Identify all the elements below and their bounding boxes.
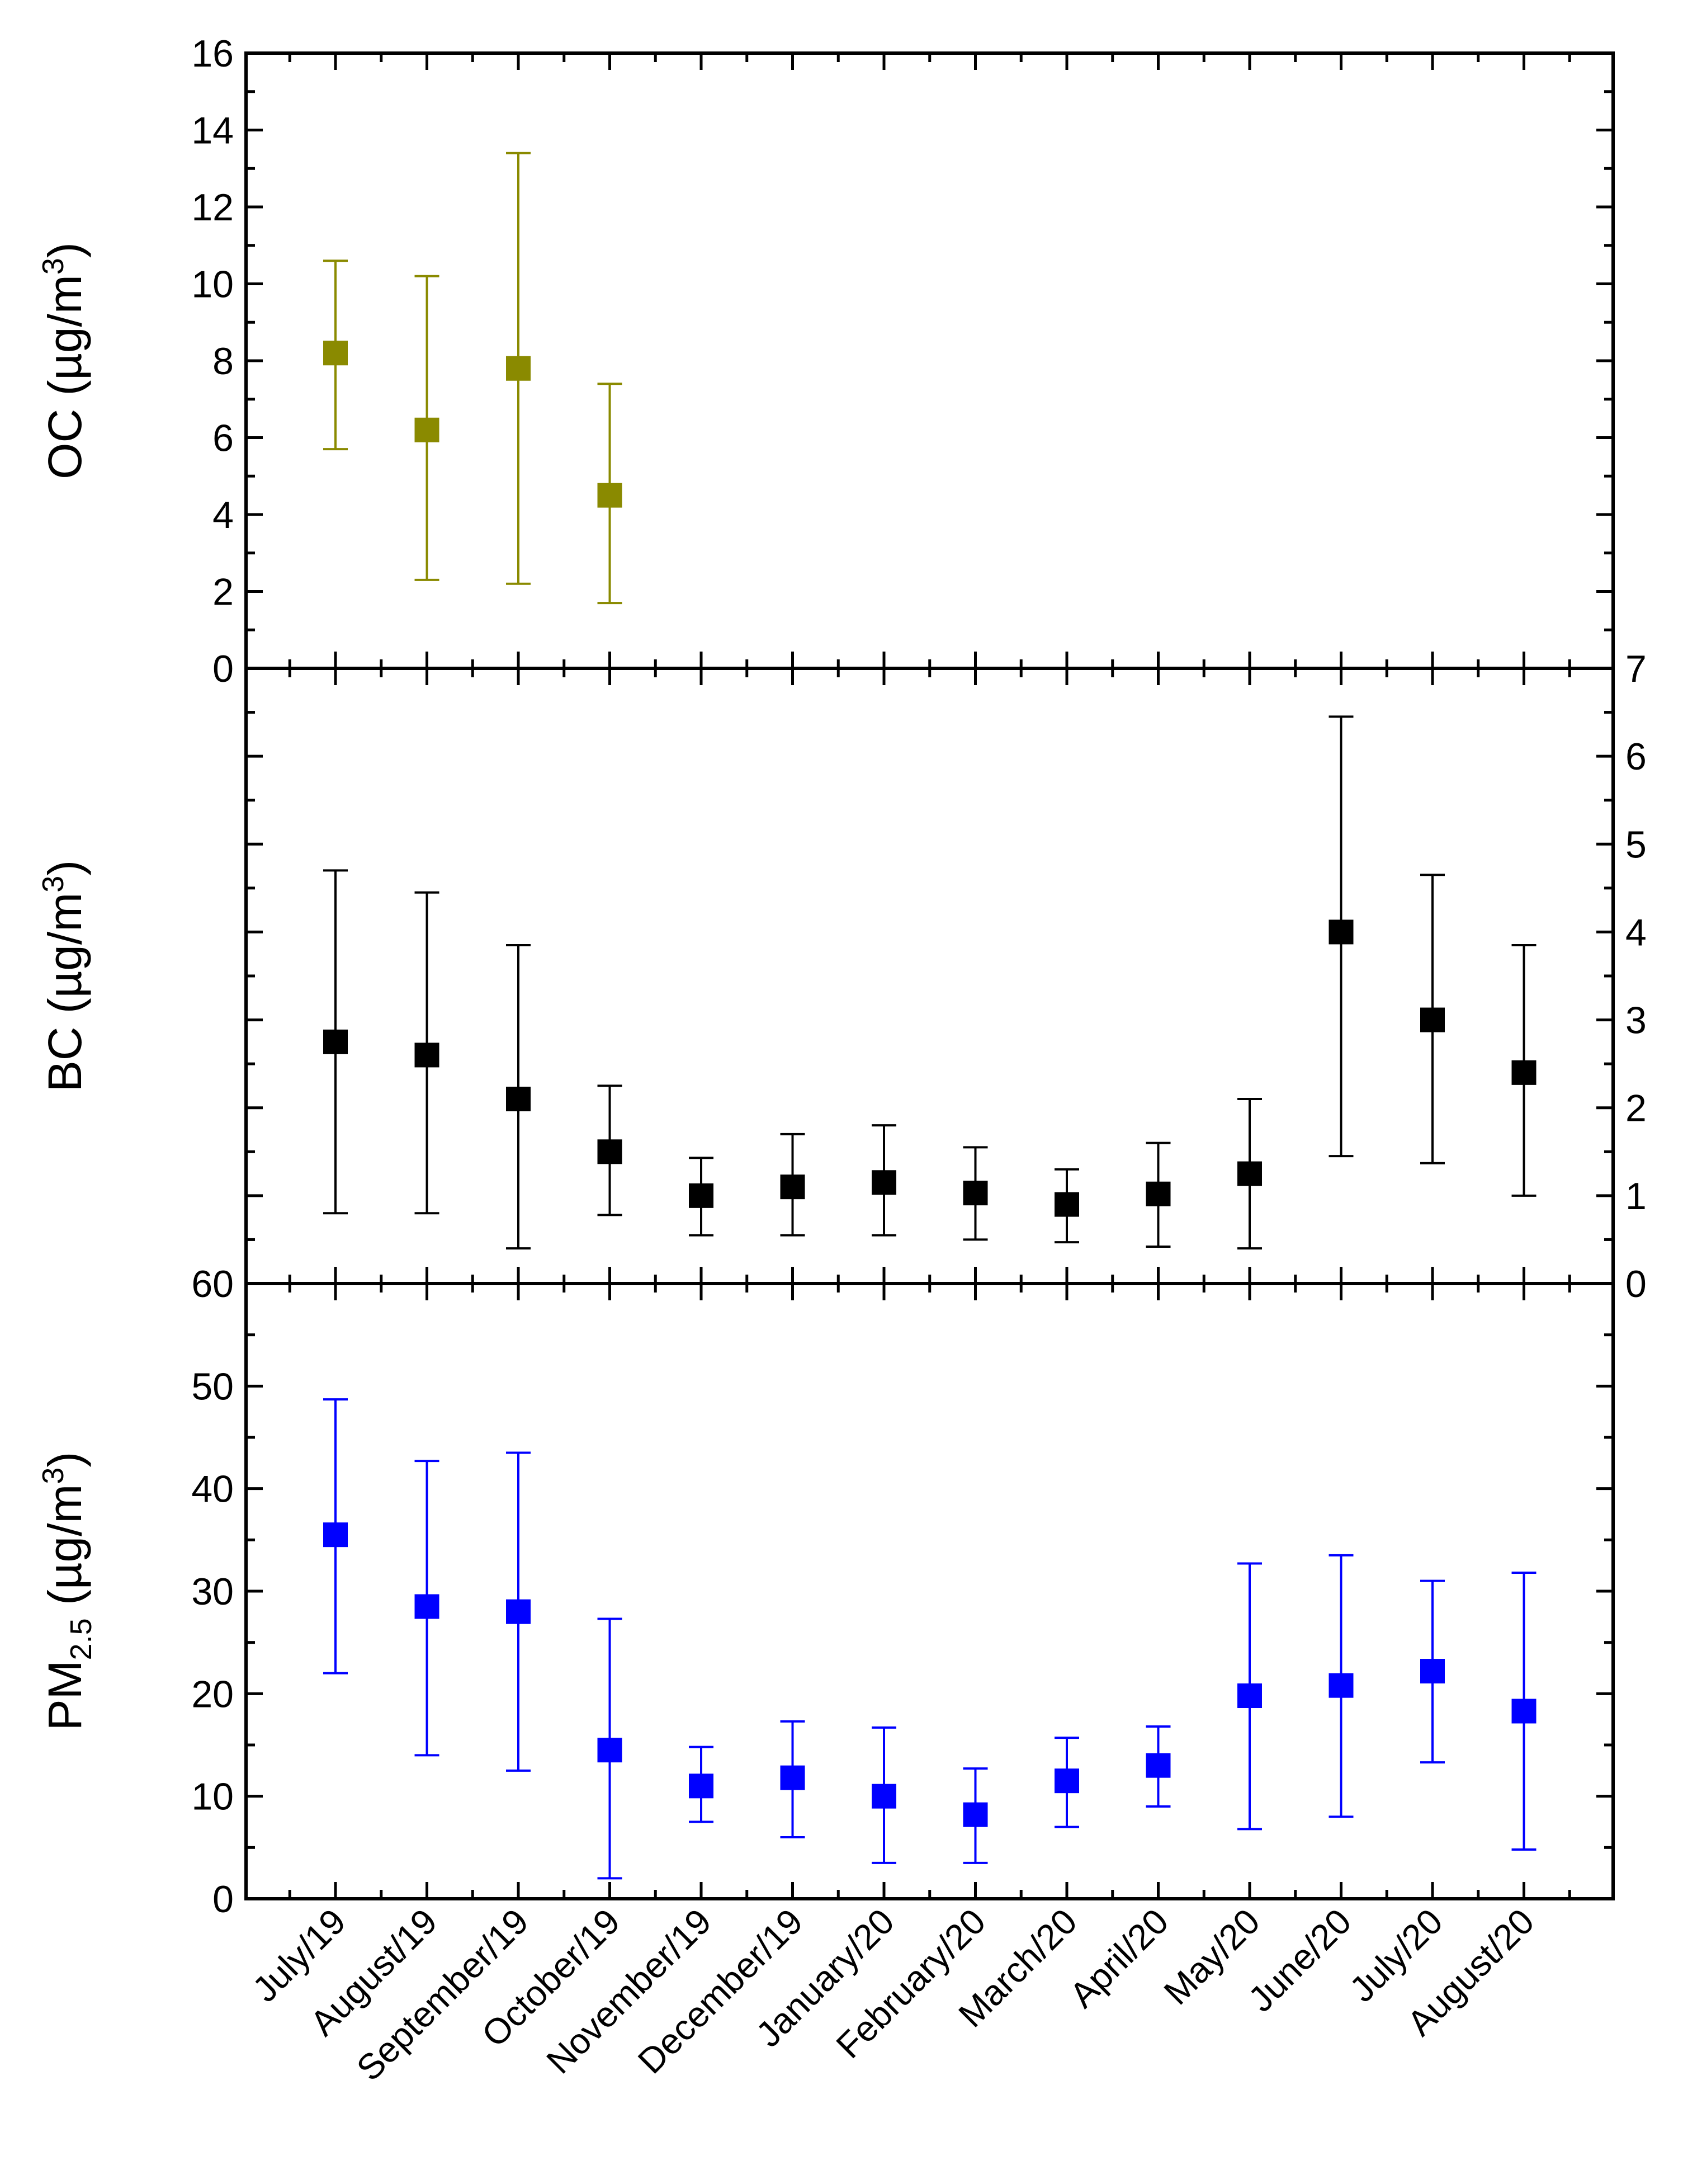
bc-data-point <box>1146 1181 1171 1206</box>
pm25-data-point <box>323 1522 348 1548</box>
bc-data-point <box>506 1087 531 1111</box>
bc-data-point <box>597 1139 622 1164</box>
oc-ytick-label: 10 <box>191 263 234 306</box>
bc-data-point <box>689 1183 713 1208</box>
bc-ylabel: BC (µg/m3) <box>36 860 91 1092</box>
pm25-data-point <box>1420 1659 1445 1683</box>
x-tick-labels: July/19August/19September/19October/19No… <box>245 1901 1542 2088</box>
bc-ytick-label: 5 <box>1625 823 1647 866</box>
oc-ytick-label: 4 <box>212 494 234 536</box>
bc-data-point <box>1055 1192 1079 1217</box>
x-tick-label: April/20 <box>1062 1901 1176 2015</box>
bc-ytick-label: 0 <box>1625 1263 1647 1305</box>
bc-data-point <box>780 1174 805 1200</box>
pm25-data-point <box>963 1802 988 1827</box>
pm25-ytick-label: 50 <box>191 1365 234 1408</box>
bc-frame <box>244 667 1615 1285</box>
pm25-ytick-label: 20 <box>191 1673 234 1715</box>
pm25-frame <box>244 1282 1615 1900</box>
oc-ytick-label: 6 <box>212 417 234 460</box>
pm25-ylabel: PM2.5 (µg/m3) <box>36 1452 98 1731</box>
bc-data-point <box>414 1043 439 1068</box>
oc-ylabel: OC (µg/m3) <box>36 242 91 479</box>
bc-ytick-label: 2 <box>1625 1087 1647 1130</box>
pm25-data-point <box>780 1765 805 1790</box>
bc-data-point <box>963 1181 988 1206</box>
bc-data-point <box>1511 1060 1537 1085</box>
oc-ytick-label: 0 <box>212 648 234 690</box>
oc-ytick-label: 14 <box>191 110 234 152</box>
pm25-data-point <box>414 1594 439 1619</box>
pm25-data-point <box>1329 1673 1354 1698</box>
oc-ytick-label: 8 <box>212 340 234 383</box>
bc-ytick-label: 4 <box>1625 911 1647 954</box>
bc-data-point <box>1420 1007 1445 1032</box>
bc-ytick-label: 7 <box>1625 648 1647 690</box>
bc-ytick-label: 6 <box>1625 735 1647 778</box>
pm25-data-point <box>1055 1768 1079 1794</box>
pm25-data-point <box>689 1773 713 1799</box>
oc-data-point <box>323 341 348 366</box>
bc-data-point <box>323 1029 348 1054</box>
oc-data-point <box>597 483 622 508</box>
pm25-ytick-label: 0 <box>212 1878 234 1921</box>
oc-data-point <box>506 356 531 381</box>
pm25-ytick-label: 60 <box>191 1263 234 1305</box>
pm25-ytick-label: 30 <box>191 1570 234 1613</box>
pm25-data-point <box>1237 1683 1262 1708</box>
oc-data-point <box>414 417 439 442</box>
oc-ytick-label: 2 <box>212 571 234 614</box>
x-tick-label: June/20 <box>1240 1901 1359 2020</box>
pm25-data-point <box>1511 1699 1537 1724</box>
pm25-ytick-label: 10 <box>191 1776 234 1818</box>
pm25-data-point <box>872 1784 896 1809</box>
bc-ytick-label: 1 <box>1625 1175 1647 1218</box>
pm25-data-point <box>597 1738 622 1763</box>
panel-pm25: 0 10 20 30 40 50 60 PM2.5 (µg/m3) <box>36 1263 1615 1921</box>
pm25-data-point <box>506 1599 531 1624</box>
bc-data-point <box>1329 919 1354 945</box>
panel-oc: 0 2 4 6 8 10 12 14 16 OC (µg/m3) <box>36 32 1615 690</box>
oc-ytick-label: 12 <box>191 186 234 229</box>
oc-frame <box>244 51 1615 670</box>
pm25-data-point <box>1146 1753 1171 1778</box>
bc-data-point <box>1237 1161 1262 1186</box>
bc-data-point <box>872 1170 896 1195</box>
oc-ytick-label: 16 <box>191 32 234 75</box>
panel-bc: 0 1 2 3 4 5 6 7 BC (µg/m3) <box>36 648 1647 1305</box>
bc-ytick-label: 3 <box>1625 999 1647 1042</box>
pm25-ytick-label: 40 <box>191 1468 234 1511</box>
